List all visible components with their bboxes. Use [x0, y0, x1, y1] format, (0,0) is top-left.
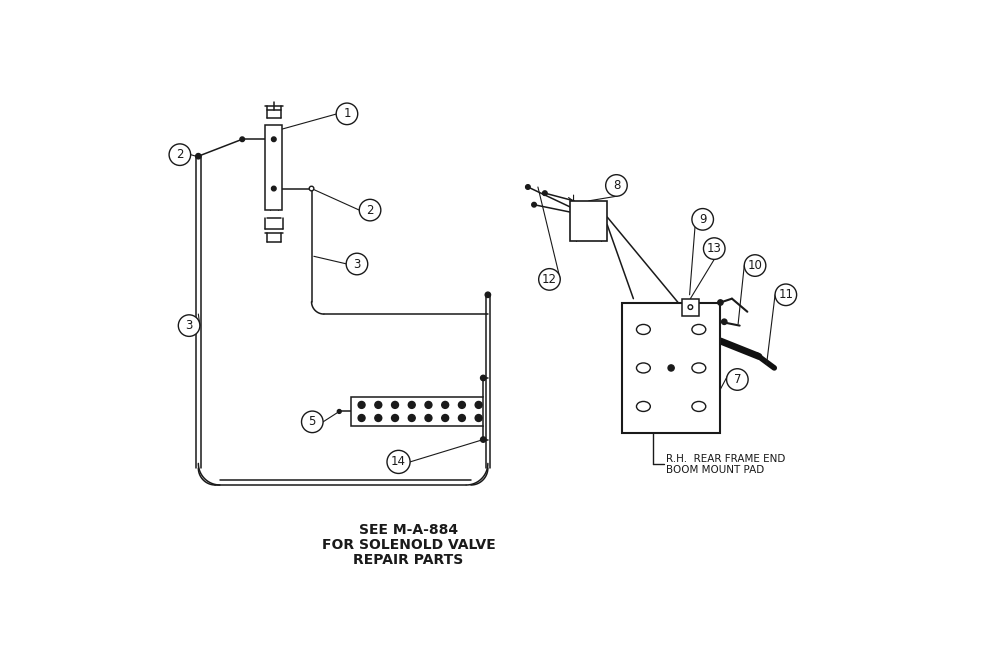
- Circle shape: [481, 437, 486, 442]
- Circle shape: [744, 255, 766, 277]
- Bar: [570, 201, 607, 241]
- Circle shape: [359, 199, 381, 221]
- Text: 11: 11: [778, 288, 793, 302]
- Text: 8: 8: [613, 179, 620, 192]
- Circle shape: [425, 414, 432, 422]
- Circle shape: [178, 315, 200, 337]
- Circle shape: [458, 401, 465, 409]
- Bar: [682, 298, 699, 315]
- Ellipse shape: [692, 363, 706, 373]
- Text: SEE M-A-884: SEE M-A-884: [359, 523, 458, 537]
- Circle shape: [718, 300, 723, 305]
- Circle shape: [703, 238, 725, 259]
- Ellipse shape: [692, 401, 706, 411]
- Circle shape: [539, 269, 560, 290]
- Text: 2: 2: [366, 203, 374, 216]
- Circle shape: [336, 103, 358, 125]
- Circle shape: [240, 137, 245, 142]
- Text: FOR SOLENOLD VALVE: FOR SOLENOLD VALVE: [322, 538, 495, 552]
- Circle shape: [196, 154, 201, 159]
- Text: 9: 9: [699, 213, 706, 226]
- Circle shape: [271, 186, 276, 191]
- Ellipse shape: [636, 325, 650, 335]
- Bar: [351, 397, 483, 426]
- Text: REPAIR PARTS: REPAIR PARTS: [353, 554, 464, 568]
- Circle shape: [358, 414, 365, 422]
- Circle shape: [668, 365, 674, 371]
- Circle shape: [543, 191, 547, 195]
- Text: BOOM MOUNT PAD: BOOM MOUNT PAD: [666, 465, 765, 475]
- Circle shape: [692, 209, 713, 230]
- Circle shape: [532, 203, 536, 207]
- Circle shape: [722, 319, 727, 325]
- Text: 5: 5: [309, 415, 316, 428]
- Circle shape: [485, 292, 491, 298]
- Circle shape: [442, 401, 449, 409]
- Circle shape: [775, 284, 797, 306]
- Circle shape: [688, 305, 693, 310]
- Bar: [265, 125, 282, 210]
- Ellipse shape: [636, 363, 650, 373]
- Text: 14: 14: [391, 455, 406, 469]
- Circle shape: [375, 414, 382, 422]
- Text: 3: 3: [185, 319, 193, 332]
- Circle shape: [606, 175, 627, 196]
- Circle shape: [392, 414, 398, 422]
- Circle shape: [475, 414, 482, 422]
- Circle shape: [358, 401, 365, 409]
- Circle shape: [392, 401, 398, 409]
- Circle shape: [309, 186, 314, 191]
- Text: 3: 3: [353, 257, 361, 271]
- Ellipse shape: [636, 401, 650, 411]
- Circle shape: [387, 450, 410, 473]
- Circle shape: [408, 401, 415, 409]
- Circle shape: [425, 401, 432, 409]
- Text: 1: 1: [343, 108, 351, 120]
- Text: 13: 13: [707, 242, 722, 255]
- Circle shape: [481, 376, 486, 381]
- Text: 12: 12: [542, 273, 557, 286]
- Circle shape: [526, 185, 530, 189]
- Text: R.H.  REAR FRAME END: R.H. REAR FRAME END: [666, 454, 786, 464]
- Text: 7: 7: [734, 373, 741, 386]
- Bar: [622, 302, 720, 434]
- Circle shape: [475, 401, 482, 409]
- Circle shape: [442, 414, 449, 422]
- Circle shape: [375, 401, 382, 409]
- Text: 2: 2: [176, 148, 184, 161]
- Text: 10: 10: [748, 259, 762, 272]
- Circle shape: [458, 414, 465, 422]
- Circle shape: [169, 144, 191, 166]
- Circle shape: [271, 137, 276, 142]
- Circle shape: [337, 409, 341, 413]
- Ellipse shape: [692, 325, 706, 335]
- Circle shape: [727, 369, 748, 390]
- Circle shape: [346, 253, 368, 275]
- Circle shape: [408, 414, 415, 422]
- Circle shape: [302, 411, 323, 433]
